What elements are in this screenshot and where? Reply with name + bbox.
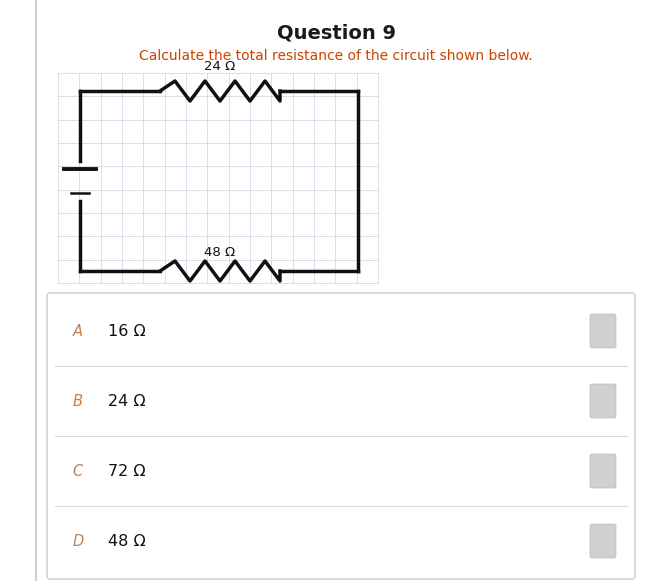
Text: C: C <box>73 464 83 479</box>
FancyBboxPatch shape <box>47 293 635 579</box>
FancyBboxPatch shape <box>590 454 616 488</box>
FancyBboxPatch shape <box>590 524 616 558</box>
Text: D: D <box>73 533 83 548</box>
FancyBboxPatch shape <box>590 314 616 348</box>
Text: B: B <box>73 393 83 408</box>
Text: Question 9: Question 9 <box>276 23 396 42</box>
Text: 48 Ω: 48 Ω <box>108 533 146 548</box>
Text: Calculate the total resistance of the circuit shown below.: Calculate the total resistance of the ci… <box>139 49 533 63</box>
Text: 24 Ω: 24 Ω <box>204 60 236 73</box>
Text: 48 Ω: 48 Ω <box>204 246 236 259</box>
Text: 16 Ω: 16 Ω <box>108 324 146 339</box>
FancyBboxPatch shape <box>590 384 616 418</box>
Text: 72 Ω: 72 Ω <box>108 464 146 479</box>
Text: 24 Ω: 24 Ω <box>108 393 146 408</box>
Text: A: A <box>73 324 83 339</box>
